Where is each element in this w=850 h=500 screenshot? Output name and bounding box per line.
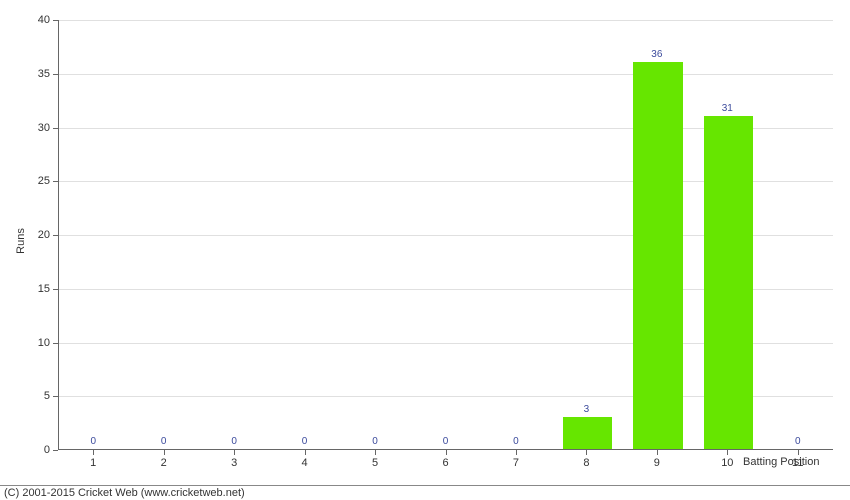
value-label: 3	[584, 404, 590, 415]
bar	[704, 116, 753, 449]
xtick-label: 5	[372, 457, 378, 469]
ytick-mark	[53, 20, 58, 21]
xtick-mark	[657, 450, 658, 455]
gridline	[59, 20, 833, 21]
ytick-label: 0	[30, 444, 50, 456]
ytick-label: 30	[30, 122, 50, 134]
value-label: 0	[161, 436, 167, 447]
xtick-label: 11	[792, 457, 803, 469]
bar	[563, 417, 612, 449]
x-axis-label: Batting Position	[743, 456, 819, 468]
xtick-mark	[375, 450, 376, 455]
ytick-label: 15	[30, 283, 50, 295]
ytick-mark	[53, 74, 58, 75]
value-label: 0	[443, 436, 449, 447]
xtick-label: 8	[583, 457, 589, 469]
value-label: 36	[651, 49, 662, 60]
xtick-label: 3	[231, 457, 237, 469]
bar	[633, 62, 682, 449]
ytick-mark	[53, 128, 58, 129]
ytick-mark	[53, 181, 58, 182]
xtick-label: 7	[513, 457, 519, 469]
ytick-label: 20	[30, 229, 50, 241]
y-axis-label: Runs	[15, 228, 27, 254]
xtick-label: 2	[161, 457, 167, 469]
ytick-label: 10	[30, 337, 50, 349]
value-label: 0	[231, 436, 237, 447]
xtick-label: 10	[721, 457, 733, 469]
chart-container: Runs Batting Position 051015202530354001…	[0, 0, 850, 485]
value-label: 31	[722, 103, 733, 114]
value-label: 0	[302, 436, 308, 447]
ytick-mark	[53, 289, 58, 290]
xtick-mark	[93, 450, 94, 455]
ytick-mark	[53, 450, 58, 451]
value-label: 0	[372, 436, 378, 447]
copyright-text: (C) 2001-2015 Cricket Web (www.cricketwe…	[0, 485, 850, 500]
xtick-label: 4	[302, 457, 308, 469]
xtick-label: 9	[654, 457, 660, 469]
xtick-mark	[164, 450, 165, 455]
value-label: 0	[795, 436, 801, 447]
xtick-mark	[586, 450, 587, 455]
xtick-mark	[516, 450, 517, 455]
xtick-label: 6	[442, 457, 448, 469]
ytick-label: 25	[30, 175, 50, 187]
gridline	[59, 74, 833, 75]
plot-area	[58, 20, 833, 450]
xtick-mark	[305, 450, 306, 455]
ytick-label: 40	[30, 14, 50, 26]
xtick-label: 1	[90, 457, 96, 469]
ytick-label: 35	[30, 68, 50, 80]
xtick-mark	[234, 450, 235, 455]
xtick-mark	[798, 450, 799, 455]
value-label: 0	[90, 436, 96, 447]
ytick-label: 5	[30, 390, 50, 402]
value-label: 0	[513, 436, 519, 447]
ytick-mark	[53, 235, 58, 236]
xtick-mark	[727, 450, 728, 455]
ytick-mark	[53, 396, 58, 397]
xtick-mark	[446, 450, 447, 455]
ytick-mark	[53, 343, 58, 344]
